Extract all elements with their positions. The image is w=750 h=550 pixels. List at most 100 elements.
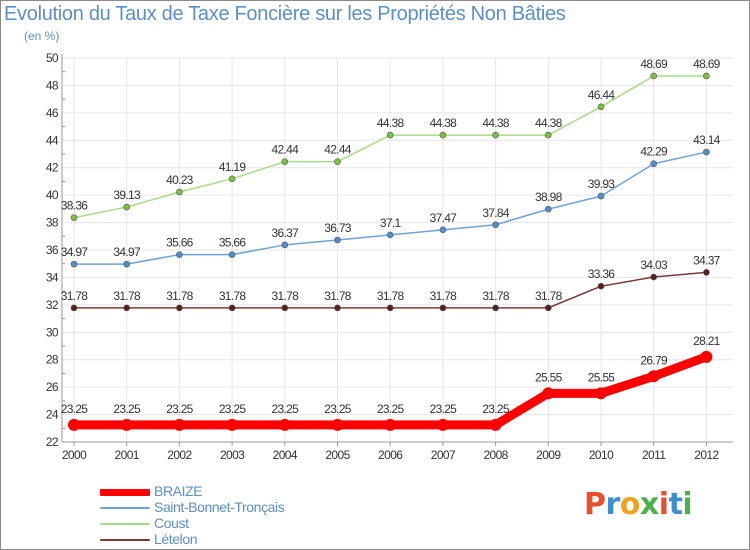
x-tick-label: 2011 (642, 448, 666, 462)
axes (61, 54, 733, 446)
data-labels: 34.97 34.97 35.66 35.66 36.37 36.73 37.1 37.47 3… (61, 57, 722, 416)
data-point-coust (703, 72, 710, 80)
x-tick-label: 2000 (62, 448, 87, 462)
data-point-saint-bonnet-troncais (650, 160, 658, 168)
data-point-letelon (703, 269, 710, 276)
y-tick-label: 24 (46, 408, 59, 422)
x-tick-label: 2009 (536, 448, 561, 462)
data-point-letelon (228, 304, 236, 312)
logo-letter: r (605, 487, 621, 522)
data-label-coust: 44.38 (430, 116, 458, 130)
y-tick-label: 38 (46, 216, 59, 230)
logo-letter: i (658, 487, 669, 522)
data-point-braize (331, 418, 344, 431)
data-point-letelon (386, 304, 394, 312)
legend-swatch (100, 523, 150, 525)
data-point-saint-bonnet-troncais (386, 231, 394, 239)
data-point-letelon (597, 282, 605, 290)
data-point-coust (386, 131, 394, 139)
data-point-saint-bonnet-troncais (176, 251, 183, 258)
data-point-coust (176, 188, 183, 196)
y-tick-label: 26 (46, 380, 59, 394)
legend-swatch (100, 488, 150, 496)
data-label-letelon: 34.03 (640, 258, 668, 272)
data-point-saint-bonnet-troncais (597, 192, 605, 200)
y-tick-label: 36 (46, 243, 59, 257)
data-point-saint-bonnet-troncais (439, 226, 447, 234)
x-tick-label: 2007 (431, 448, 456, 462)
x-tick-label: 2002 (167, 448, 192, 462)
data-label-braize: 25.55 (588, 370, 616, 384)
x-tick-label: 2010 (589, 448, 614, 462)
data-point-coust (281, 158, 289, 165)
data-point-braize (489, 418, 502, 431)
data-point-coust (439, 131, 447, 139)
logo-letter: i (682, 487, 693, 522)
data-point-braize (542, 387, 555, 400)
data-point-saint-bonnet-troncais (123, 260, 130, 268)
data-label-braize: 23.25 (377, 402, 405, 416)
data-point-letelon (70, 304, 78, 312)
data-label-saint-bonnet-troncais: 43.14 (693, 133, 721, 147)
data-point-letelon (439, 304, 447, 312)
x-tick-label: 2012 (694, 448, 719, 462)
data-label-coust: 42.44 (272, 143, 300, 157)
data-label-letelon: 33.36 (588, 267, 616, 281)
data-label-braize: 28.21 (693, 334, 721, 348)
data-point-coust (334, 158, 341, 165)
logo-letter: x (639, 487, 659, 522)
data-point-braize (384, 418, 397, 431)
data-point-coust (492, 131, 499, 139)
data-label-letelon: 31.78 (272, 289, 300, 303)
data-label-coust: 44.38 (377, 116, 405, 130)
data-point-braize (595, 387, 607, 400)
x-tick-label: 2008 (483, 448, 508, 462)
legend-swatch (100, 507, 150, 509)
data-point-braize (68, 418, 80, 431)
data-point-braize (647, 370, 660, 383)
logo-letter: t (668, 487, 683, 522)
data-point-letelon (492, 304, 499, 312)
page-title: Evolution du Taux de Taxe Foncière sur l… (4, 3, 566, 25)
x-tick-label: 2005 (325, 448, 350, 462)
data-point-letelon (650, 273, 658, 281)
y-tick-label: 50 (46, 51, 59, 65)
data-point-letelon (123, 304, 130, 312)
x-tick-label: 2006 (378, 448, 403, 462)
data-label-braize: 23.25 (219, 402, 247, 416)
y-tick-label: 48 (46, 78, 59, 92)
data-point-coust (544, 131, 552, 139)
y-tick-label: 22 (46, 435, 59, 449)
grid-lines (62, 57, 733, 443)
legend-label: BRAIZE (154, 483, 203, 499)
data-label-saint-bonnet-troncais: 37.84 (482, 206, 510, 220)
data-label-saint-bonnet-troncais: 42.29 (640, 145, 668, 159)
data-label-letelon: 31.78 (166, 289, 194, 303)
data-label-coust: 48.69 (693, 57, 721, 71)
data-point-coust (123, 203, 130, 211)
data-label-coust: 42.44 (324, 143, 352, 157)
data-label-braize: 23.25 (324, 402, 352, 416)
legend-swatch (100, 539, 150, 541)
data-label-saint-bonnet-troncais: 39.93 (588, 177, 616, 191)
data-label-braize: 23.25 (61, 402, 89, 416)
y-tick-label: 30 (46, 325, 59, 339)
data-point-saint-bonnet-troncais (544, 205, 552, 213)
data-label-braize: 26.79 (640, 353, 668, 367)
series-markers (68, 72, 713, 431)
data-label-letelon: 31.78 (113, 289, 141, 303)
data-label-braize: 23.25 (166, 402, 194, 416)
legend-label: Saint-Bonnet-Tronçais (154, 499, 285, 515)
data-point-braize (173, 418, 186, 431)
data-point-braize (120, 418, 133, 431)
data-point-saint-bonnet-troncais (228, 251, 236, 258)
data-point-saint-bonnet-troncais (281, 241, 289, 249)
legend-label: Lételon (154, 531, 198, 547)
data-point-coust (597, 103, 605, 111)
data-label-braize: 23.25 (430, 402, 458, 416)
data-point-saint-bonnet-troncais (492, 221, 499, 229)
data-label-saint-bonnet-troncais: 34.97 (113, 245, 141, 259)
data-point-braize (278, 418, 291, 431)
data-label-saint-bonnet-troncais: 38.98 (535, 190, 563, 204)
